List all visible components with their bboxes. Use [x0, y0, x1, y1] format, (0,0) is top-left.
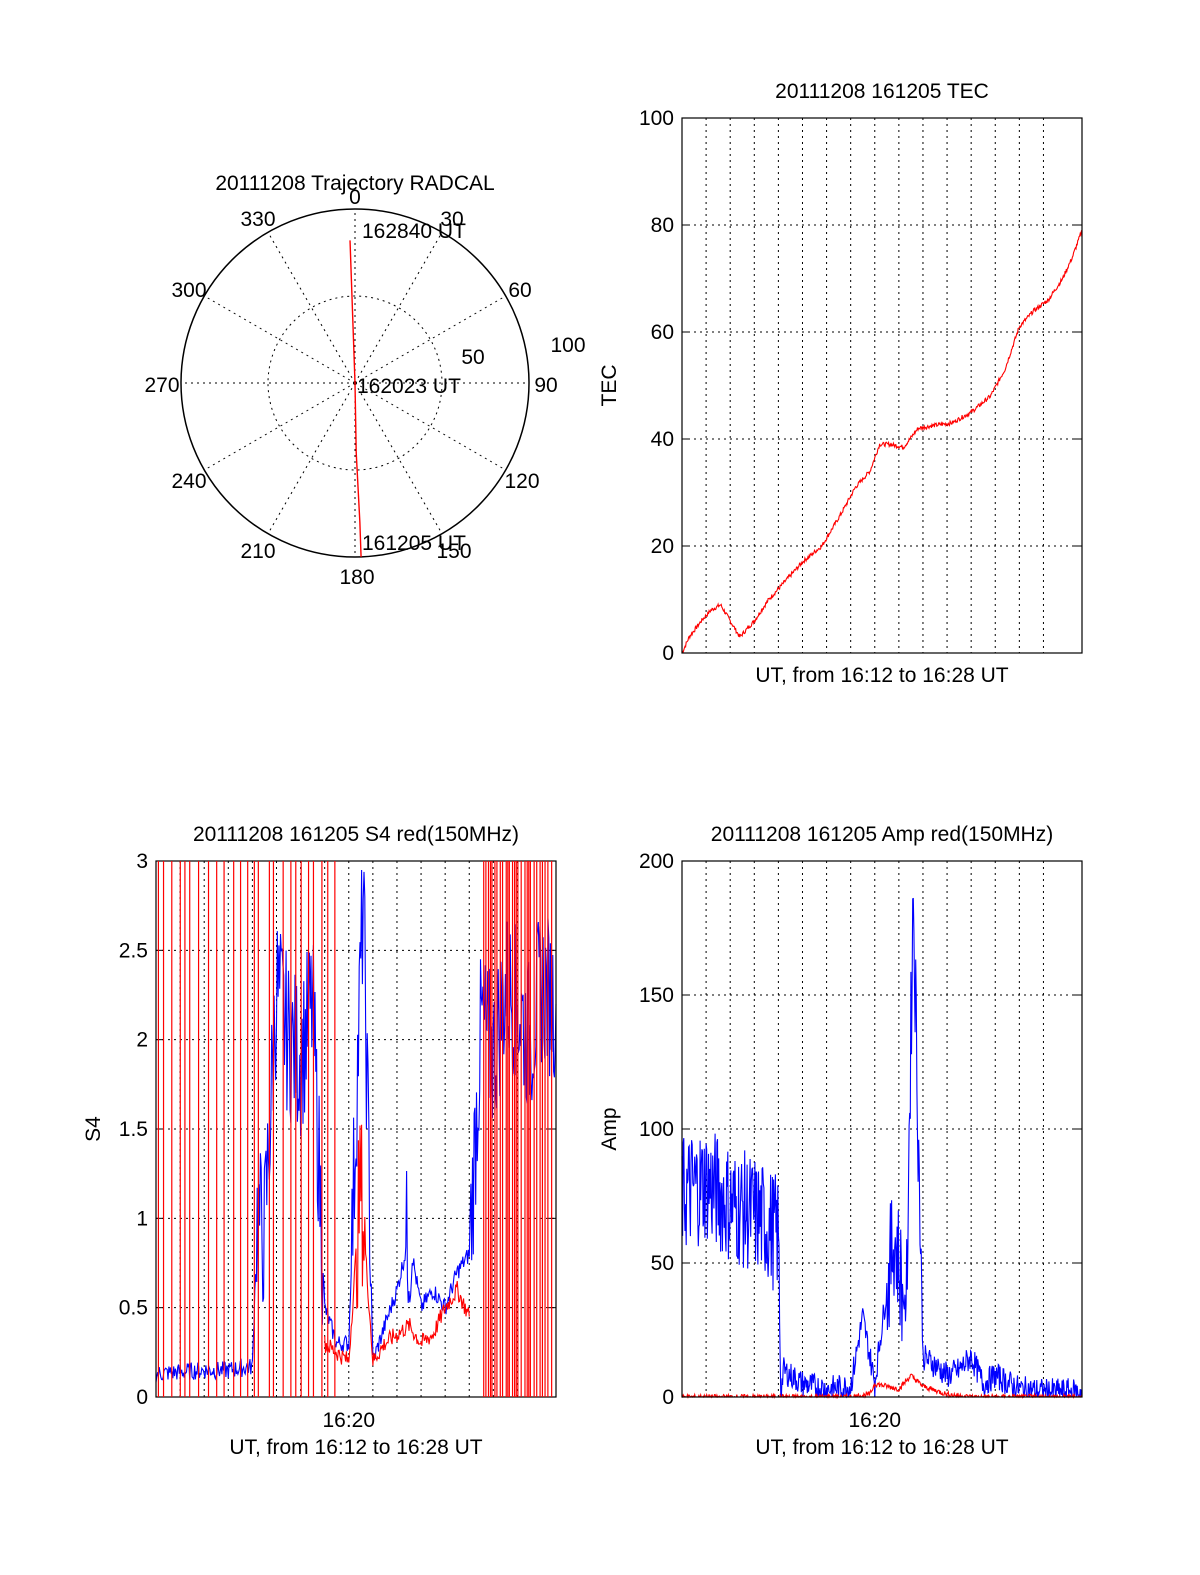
amp-chart-title: 20111208 161205 Amp red(150MHz): [711, 823, 1053, 846]
y-tick-label: 3: [136, 850, 148, 873]
amp-chart-frame: [681, 860, 1083, 1398]
amp-chart: 20111208 161205 Amp red(150MHz) 0 50 100 150…: [598, 823, 1083, 1459]
polar-annotation: 162023 UT: [357, 375, 461, 398]
s4-chart-series-0-line: [155, 869, 557, 1383]
polar-chart: 20111208 Trajectory RADCAL03060901201501…: [144, 172, 585, 589]
amp-chart-xlabel: UT, from 16:12 to 16:28 UT: [755, 1436, 1008, 1459]
polar-radius-label: 100: [550, 334, 585, 357]
amp-chart-series-0-line: [681, 897, 1083, 1399]
y-tick-label: 1: [136, 1207, 148, 1230]
polar-title: 20111208 Trajectory RADCAL: [215, 172, 494, 195]
tec-chart-ylabel: TEC: [598, 365, 621, 407]
polar-angle-label: 180: [339, 566, 374, 589]
polar-outer-circle: [180, 208, 530, 558]
polar-angle-label: 300: [171, 279, 206, 302]
polar-spoke: [354, 295, 506, 384]
y-tick-label: 0.5: [119, 1297, 148, 1320]
amp-chart-ylabel: Amp: [598, 1107, 621, 1150]
y-tick-label: 100: [639, 107, 674, 130]
y-tick-label: 2: [136, 1029, 148, 1052]
x-tick-label: 16:20: [848, 1409, 901, 1432]
s4-chart-ylabel: S4: [82, 1116, 105, 1142]
polar-spoke: [354, 382, 443, 534]
polar-radius-label: 50: [461, 346, 484, 369]
polar-angle-label: 270: [144, 374, 179, 397]
polar-annotation: 161205 UT: [362, 532, 466, 555]
y-tick-label: 80: [651, 214, 674, 237]
polar-angle-label: 330: [240, 208, 275, 231]
s4-chart-xlabel: UT, from 16:12 to 16:28 UT: [229, 1436, 482, 1459]
polar-inner-circle: [267, 295, 443, 471]
polar-spoke: [204, 295, 356, 384]
y-tick-label: 20: [651, 535, 674, 558]
polar-angle-label: 240: [171, 470, 206, 493]
polar-spoke: [267, 382, 356, 534]
polar-angle-label: 90: [534, 374, 557, 397]
y-tick-label: 200: [639, 850, 674, 873]
s4-chart-frame: [155, 860, 557, 1398]
y-tick-label: 100: [639, 1118, 674, 1141]
y-tick-label: 2.5: [119, 939, 148, 962]
polar-spoke: [267, 232, 356, 384]
tec-chart-xlabel: UT, from 16:12 to 16:28 UT: [755, 664, 1008, 687]
polar-spoke: [204, 382, 356, 471]
polar-angle-label: 120: [504, 470, 539, 493]
polar-trajectory-line: [349, 240, 362, 557]
y-tick-label: 0: [662, 642, 674, 665]
x-tick-label: 16:20: [322, 1409, 375, 1432]
polar-spoke: [354, 382, 506, 471]
tec-chart-title: 20111208 161205 TEC: [775, 80, 989, 103]
y-tick-label: 0: [662, 1386, 674, 1409]
polar-spoke: [354, 232, 443, 384]
y-tick-label: 40: [651, 428, 674, 451]
s4-chart: 20111208 161205 S4 red(150MHz) 0 0.5 1 1.5 2 2…: [82, 823, 557, 1459]
tec-chart-frame: [681, 117, 1083, 654]
y-tick-label: 0: [136, 1386, 148, 1409]
polar-angle-label: 60: [508, 279, 531, 302]
polar-angle-label: 150: [436, 540, 471, 563]
y-tick-label: 60: [651, 321, 674, 344]
polar-angle-label: 210: [240, 540, 275, 563]
tec-chart-series-0-line: [681, 229, 1083, 654]
y-tick-label: 50: [651, 1252, 674, 1275]
polar-annotation: 162840 UT: [362, 220, 466, 243]
y-tick-label: 150: [639, 984, 674, 1007]
polar-angle-label: 0: [349, 186, 361, 209]
y-tick-label: 1.5: [119, 1118, 148, 1141]
tec-chart: 20111208 161205 TEC 0 20 40 60 80 100 UT, from …: [598, 80, 1083, 687]
s4-chart-series-1-line: [324, 1124, 470, 1366]
polar-angle-label: 30: [440, 208, 463, 231]
amp-chart-series-1-line: [681, 1373, 1083, 1400]
s4-chart-title: 20111208 161205 S4 red(150MHz): [193, 823, 519, 846]
